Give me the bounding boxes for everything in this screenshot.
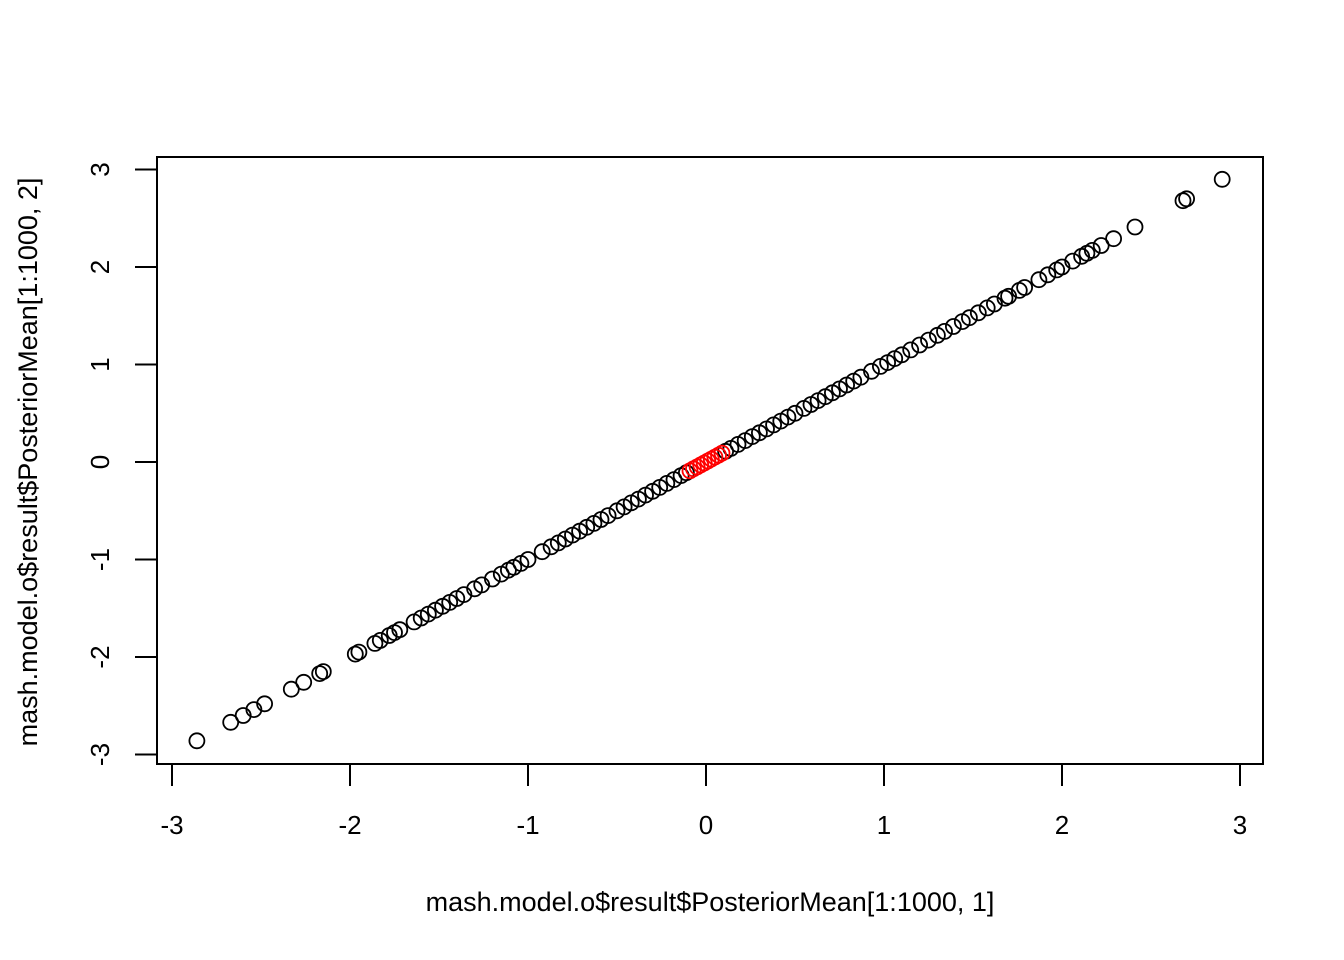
y-tick-label: -1 (85, 548, 115, 571)
data-point (346, 645, 364, 663)
data-point (713, 444, 731, 462)
x-tick-label: 2 (1055, 810, 1069, 840)
data-point (1064, 252, 1082, 270)
data-point (188, 732, 206, 750)
y-axis: -3 -2 -1 0 1 2 3 (85, 162, 158, 766)
y-axis-label: mash.model.o$result$PosteriorMean[1:1000… (13, 178, 43, 747)
data-point (1213, 170, 1231, 188)
data-point (599, 507, 617, 524)
data-point (986, 295, 1003, 313)
data-point (1105, 230, 1122, 248)
data-point (533, 543, 551, 561)
y-tick-label: -3 (85, 743, 115, 766)
plot-frame (156, 156, 1264, 765)
series-black-points (188, 170, 1231, 750)
data-point (282, 680, 300, 698)
data-point (371, 632, 389, 649)
y-tick-label: 0 (85, 455, 115, 469)
data-point (256, 695, 274, 713)
data-point (893, 346, 911, 364)
data-point (945, 318, 962, 335)
data-point (786, 404, 804, 422)
data-point (295, 673, 313, 691)
data-point (1016, 279, 1033, 296)
data-point (222, 713, 240, 731)
data-point (483, 570, 501, 588)
x-axis: -3 -2 -1 0 1 2 3 (160, 763, 1247, 840)
series-red-points (681, 444, 731, 480)
points-layer (188, 170, 1231, 750)
y-tick-label: 2 (85, 260, 115, 274)
data-point (902, 341, 920, 359)
data-point (936, 322, 953, 340)
x-tick-label: -2 (338, 810, 361, 840)
y-tick-label: 3 (85, 162, 115, 176)
data-point (311, 665, 329, 682)
x-axis-label: mash.model.o$result$PosteriorMean[1:1000… (426, 887, 995, 917)
data-point (350, 643, 368, 661)
x-tick-label: -3 (160, 810, 183, 840)
data-point (519, 551, 537, 568)
data-point (1030, 271, 1048, 289)
data-point (863, 362, 880, 380)
y-tick-label: 1 (85, 357, 115, 371)
data-point (1178, 190, 1195, 208)
data-point (391, 621, 409, 639)
data-point (710, 446, 727, 464)
data-point (314, 663, 332, 680)
data-point (1126, 218, 1144, 236)
y-tick-label: -2 (85, 645, 115, 668)
x-tick-label: -1 (516, 810, 539, 840)
x-tick-label: 0 (699, 810, 713, 840)
data-point (1039, 266, 1057, 284)
data-point (911, 336, 928, 354)
data-point (969, 304, 987, 322)
x-tick-label: 1 (877, 810, 891, 840)
data-point (961, 309, 978, 327)
data-point (920, 331, 937, 349)
data-point (1083, 241, 1101, 259)
x-tick-label: 3 (1233, 810, 1247, 840)
